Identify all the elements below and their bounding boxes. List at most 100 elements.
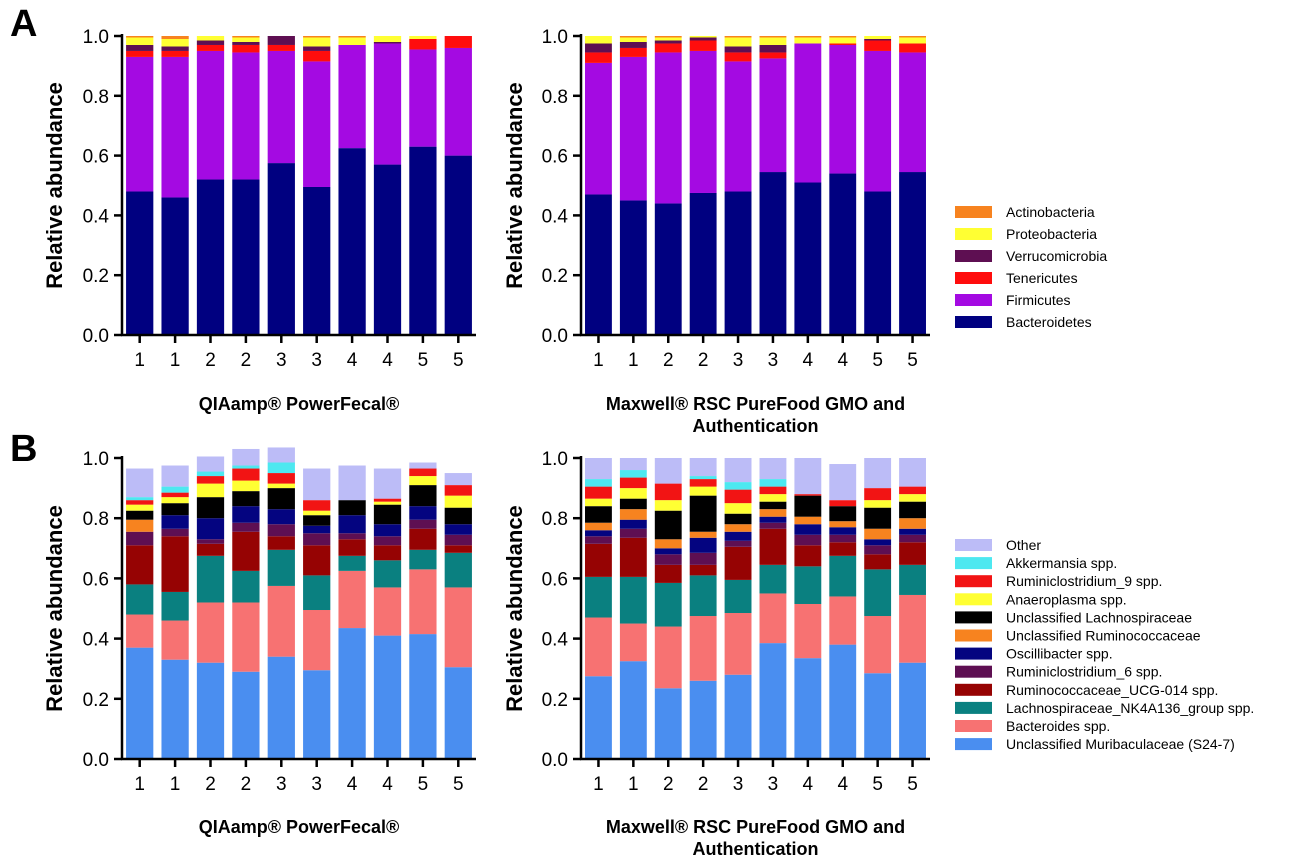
bar-segment	[444, 507, 472, 525]
y-tick-label: 1.0	[83, 27, 109, 48]
x-tick-label: 4	[803, 774, 814, 795]
x-tick-label: 2	[663, 350, 674, 371]
x-tick-label: 1	[628, 350, 639, 371]
bar-segment	[759, 501, 787, 510]
bar-segment	[232, 36, 260, 38]
x-tick-label: 5	[907, 350, 918, 371]
bar-segment	[267, 524, 295, 537]
bar-segment	[444, 545, 472, 553]
bar-segment	[759, 36, 787, 38]
legend-swatch	[955, 720, 992, 732]
bar-segment	[689, 479, 717, 487]
bar-segment	[654, 52, 682, 204]
bar-segment	[409, 49, 437, 147]
bar-segment	[338, 628, 366, 759]
bar-segment	[794, 566, 822, 604]
bar-segment	[267, 549, 295, 586]
bar-segment	[585, 62, 612, 195]
bar-segment	[161, 528, 189, 537]
bar-segment	[373, 501, 402, 505]
bar-segment	[409, 485, 437, 507]
legend-item: Lachnospiraceae_NK4A136_group spp.	[955, 700, 1254, 716]
x-tick-label: 1	[593, 350, 604, 371]
bar-segment	[126, 519, 154, 532]
bar-segment	[724, 540, 752, 547]
bar-segment	[864, 500, 892, 508]
legend-item: Ruminiclostridium_6 spp.	[955, 664, 1162, 680]
bar-segment	[794, 494, 822, 496]
bar-segment	[373, 545, 402, 561]
bar-segment	[829, 173, 857, 335]
bar-segment	[126, 545, 154, 585]
y-tick-label: 0.4	[83, 206, 110, 227]
bar-segment	[303, 61, 331, 187]
bar-segment	[864, 539, 892, 546]
bar-segment	[689, 37, 717, 41]
bar-segment	[232, 52, 260, 180]
x-tick-label: 3	[733, 774, 744, 795]
x-tick-label: 4	[837, 350, 848, 371]
bar-segment	[619, 56, 647, 201]
legend-swatch	[955, 539, 992, 551]
bar-segment	[689, 192, 717, 335]
x-tick-label: 1	[134, 774, 145, 795]
bar-segment	[444, 36, 472, 48]
bar-segment	[654, 539, 682, 549]
bar-segment	[829, 43, 857, 45]
legend-swatch	[955, 206, 992, 218]
legend-item: Actinobacteria	[955, 204, 1095, 220]
bar-segment	[585, 458, 612, 480]
x-tick-label: 2	[205, 350, 216, 371]
legend-item: Tenericutes	[955, 270, 1078, 286]
bar-segment	[126, 50, 154, 57]
bar-segment	[267, 163, 295, 335]
bar-segment	[232, 570, 260, 603]
bar-segment	[829, 37, 857, 44]
legend-swatch	[955, 316, 992, 328]
bar-segment	[232, 465, 260, 469]
x-tick-label: 2	[241, 350, 252, 371]
bar-segment	[654, 36, 682, 38]
bar-segment	[232, 179, 260, 335]
bar-segment	[759, 37, 787, 45]
bar-segment	[619, 458, 647, 471]
bar-segment	[303, 670, 331, 759]
x-axis-title-line: Authentication	[693, 839, 819, 859]
legend-swatch	[955, 647, 992, 660]
bar-segment	[303, 187, 331, 335]
bar-segment	[654, 458, 682, 484]
bar-segment	[373, 504, 402, 525]
bar-segment	[303, 500, 331, 511]
legend-label: Unclassified Ruminococcaceae	[1006, 628, 1201, 644]
bar-segment	[161, 46, 189, 51]
x-tick-label: 3	[733, 350, 744, 371]
bar-segment	[829, 36, 857, 38]
bar-segment	[899, 564, 926, 595]
bar-segment	[794, 545, 822, 567]
legend-swatch	[955, 683, 992, 696]
bar-segment	[759, 564, 787, 594]
bar-segment	[267, 462, 295, 474]
panel-letter-b: B	[10, 428, 37, 470]
bar-segment	[232, 491, 260, 507]
bar-segment	[126, 584, 154, 615]
legend-swatch	[955, 228, 992, 240]
bar-segment	[619, 47, 647, 57]
y-tick-label: 0.6	[542, 147, 568, 168]
x-tick-label: 1	[593, 774, 604, 795]
bar-segment	[338, 44, 366, 149]
bar-segment	[864, 38, 892, 41]
legend-swatch	[955, 738, 992, 751]
legend-label: Actinobacteria	[1006, 204, 1095, 220]
bar-segment	[724, 36, 752, 38]
bar-segment	[689, 458, 717, 477]
bar-segment	[829, 44, 857, 174]
bar-segment	[619, 470, 647, 478]
bar-segment	[444, 473, 472, 486]
bar-segment	[899, 37, 926, 44]
x-axis-title: QIAamp® PowerFecal®	[199, 394, 400, 414]
x-tick-label: 4	[382, 350, 393, 371]
x-tick-label: 2	[663, 774, 674, 795]
legend-label: Bacteroides spp.	[1006, 718, 1110, 734]
